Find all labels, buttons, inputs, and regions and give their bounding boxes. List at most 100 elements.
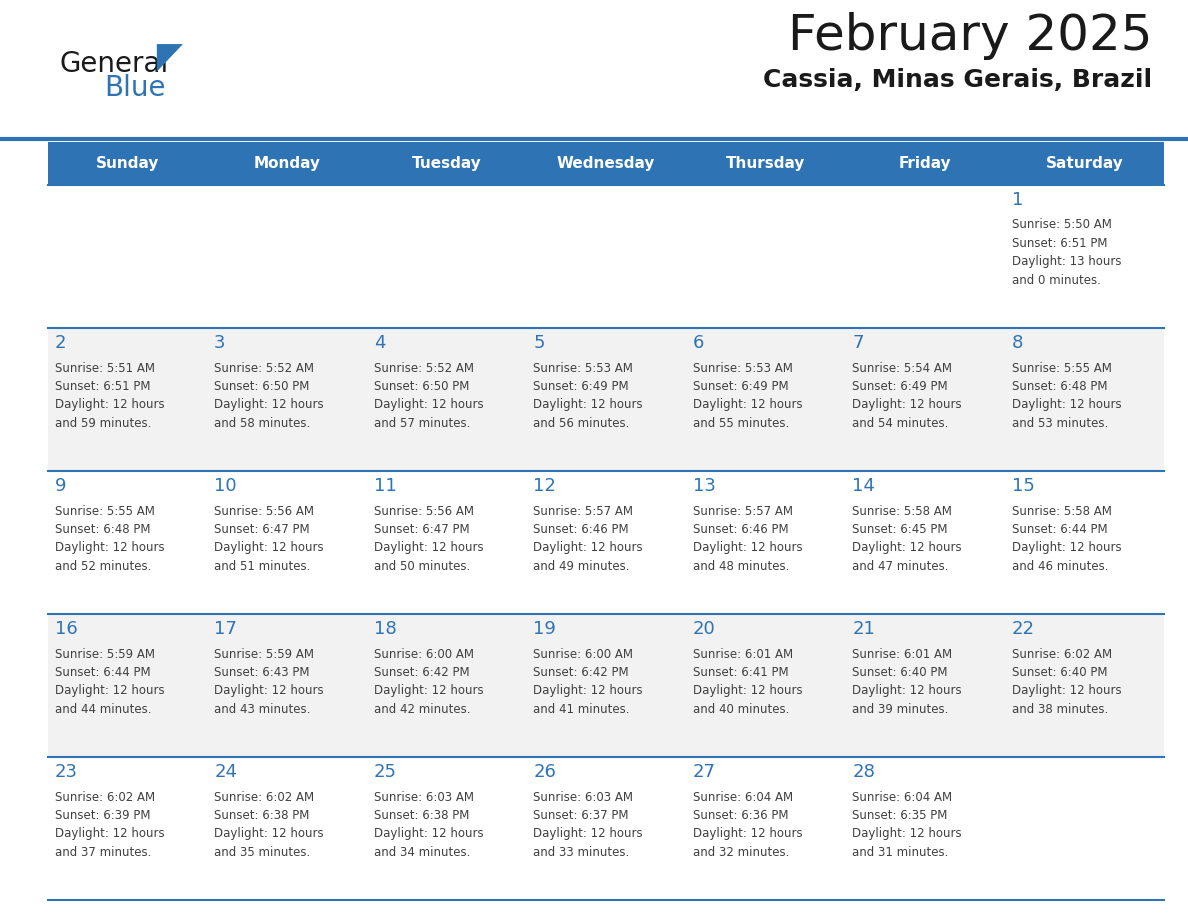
Text: and 38 minutes.: and 38 minutes. — [1012, 702, 1108, 716]
Text: Sunrise: 5:57 AM: Sunrise: 5:57 AM — [693, 505, 792, 518]
Text: Daylight: 12 hours: Daylight: 12 hours — [374, 827, 484, 840]
Text: and 41 minutes.: and 41 minutes. — [533, 702, 630, 716]
Text: and 53 minutes.: and 53 minutes. — [1012, 417, 1108, 430]
Text: 13: 13 — [693, 477, 715, 495]
Text: Sunrise: 5:53 AM: Sunrise: 5:53 AM — [533, 362, 633, 375]
Text: Daylight: 12 hours: Daylight: 12 hours — [852, 542, 962, 554]
Text: and 44 minutes.: and 44 minutes. — [55, 702, 151, 716]
Text: and 0 minutes.: and 0 minutes. — [1012, 274, 1101, 286]
Text: Sunset: 6:45 PM: Sunset: 6:45 PM — [852, 523, 948, 536]
Text: Daylight: 12 hours: Daylight: 12 hours — [214, 684, 324, 698]
Text: and 39 minutes.: and 39 minutes. — [852, 702, 949, 716]
Text: Daylight: 12 hours: Daylight: 12 hours — [693, 542, 802, 554]
Text: Daylight: 12 hours: Daylight: 12 hours — [533, 542, 643, 554]
Text: 5: 5 — [533, 334, 545, 352]
Text: Sunset: 6:42 PM: Sunset: 6:42 PM — [533, 666, 628, 679]
Text: 18: 18 — [374, 620, 397, 638]
Text: Sunset: 6:38 PM: Sunset: 6:38 PM — [214, 809, 310, 822]
Text: 22: 22 — [1012, 620, 1035, 638]
Text: Daylight: 12 hours: Daylight: 12 hours — [374, 398, 484, 411]
Text: Daylight: 12 hours: Daylight: 12 hours — [533, 684, 643, 698]
Text: Daylight: 12 hours: Daylight: 12 hours — [55, 684, 164, 698]
Text: Sunrise: 5:55 AM: Sunrise: 5:55 AM — [55, 505, 154, 518]
Text: and 32 minutes.: and 32 minutes. — [693, 845, 789, 858]
Text: Sunrise: 6:00 AM: Sunrise: 6:00 AM — [374, 647, 474, 661]
Text: Daylight: 12 hours: Daylight: 12 hours — [533, 398, 643, 411]
Text: 7: 7 — [852, 334, 864, 352]
Text: Blue: Blue — [105, 74, 166, 102]
Text: 19: 19 — [533, 620, 556, 638]
Text: Sunrise: 5:52 AM: Sunrise: 5:52 AM — [374, 362, 474, 375]
Text: Friday: Friday — [898, 156, 952, 171]
Text: 24: 24 — [214, 763, 238, 781]
Text: Sunrise: 5:59 AM: Sunrise: 5:59 AM — [55, 647, 154, 661]
Text: Sunset: 6:39 PM: Sunset: 6:39 PM — [55, 809, 150, 822]
Text: and 58 minutes.: and 58 minutes. — [214, 417, 310, 430]
Text: Daylight: 12 hours: Daylight: 12 hours — [693, 684, 802, 698]
Text: Daylight: 12 hours: Daylight: 12 hours — [374, 684, 484, 698]
Text: 26: 26 — [533, 763, 556, 781]
Text: 1: 1 — [1012, 191, 1023, 209]
Text: Wednesday: Wednesday — [557, 156, 655, 171]
Text: Daylight: 12 hours: Daylight: 12 hours — [693, 398, 802, 411]
Text: Sunrise: 5:56 AM: Sunrise: 5:56 AM — [214, 505, 314, 518]
Text: 4: 4 — [374, 334, 385, 352]
Text: Sunrise: 6:03 AM: Sunrise: 6:03 AM — [533, 790, 633, 803]
Text: and 47 minutes.: and 47 minutes. — [852, 560, 949, 573]
Text: Sunset: 6:35 PM: Sunset: 6:35 PM — [852, 809, 948, 822]
Text: Daylight: 12 hours: Daylight: 12 hours — [1012, 542, 1121, 554]
Text: and 52 minutes.: and 52 minutes. — [55, 560, 151, 573]
Text: 20: 20 — [693, 620, 715, 638]
Text: and 56 minutes.: and 56 minutes. — [533, 417, 630, 430]
Text: Daylight: 12 hours: Daylight: 12 hours — [214, 398, 324, 411]
Text: Daylight: 12 hours: Daylight: 12 hours — [55, 542, 164, 554]
Text: and 55 minutes.: and 55 minutes. — [693, 417, 789, 430]
Text: Daylight: 13 hours: Daylight: 13 hours — [1012, 255, 1121, 268]
Text: 25: 25 — [374, 763, 397, 781]
Text: and 54 minutes.: and 54 minutes. — [852, 417, 949, 430]
Text: Thursday: Thursday — [726, 156, 805, 171]
Text: Sunrise: 5:54 AM: Sunrise: 5:54 AM — [852, 362, 953, 375]
Text: Sunset: 6:43 PM: Sunset: 6:43 PM — [214, 666, 310, 679]
Text: 3: 3 — [214, 334, 226, 352]
Text: 6: 6 — [693, 334, 704, 352]
Text: Daylight: 12 hours: Daylight: 12 hours — [533, 827, 643, 840]
Text: Sunset: 6:40 PM: Sunset: 6:40 PM — [1012, 666, 1107, 679]
Text: and 34 minutes.: and 34 minutes. — [374, 845, 470, 858]
Text: Sunrise: 5:56 AM: Sunrise: 5:56 AM — [374, 505, 474, 518]
Text: Sunrise: 5:55 AM: Sunrise: 5:55 AM — [1012, 362, 1112, 375]
Text: Sunday: Sunday — [95, 156, 159, 171]
Text: 23: 23 — [55, 763, 77, 781]
Text: Sunrise: 6:04 AM: Sunrise: 6:04 AM — [852, 790, 953, 803]
Text: 2: 2 — [55, 334, 67, 352]
Text: February 2025: February 2025 — [788, 12, 1152, 60]
Text: Sunrise: 5:58 AM: Sunrise: 5:58 AM — [852, 505, 952, 518]
Text: Tuesday: Tuesday — [411, 156, 481, 171]
Text: Sunset: 6:36 PM: Sunset: 6:36 PM — [693, 809, 789, 822]
Text: Sunset: 6:49 PM: Sunset: 6:49 PM — [533, 380, 628, 393]
Text: Sunrise: 6:02 AM: Sunrise: 6:02 AM — [1012, 647, 1112, 661]
Text: 27: 27 — [693, 763, 716, 781]
Text: 12: 12 — [533, 477, 556, 495]
Text: Sunrise: 5:59 AM: Sunrise: 5:59 AM — [214, 647, 314, 661]
Text: 21: 21 — [852, 620, 876, 638]
Text: Daylight: 12 hours: Daylight: 12 hours — [1012, 398, 1121, 411]
Text: and 51 minutes.: and 51 minutes. — [214, 560, 310, 573]
Text: Sunset: 6:46 PM: Sunset: 6:46 PM — [533, 523, 628, 536]
Text: Sunset: 6:44 PM: Sunset: 6:44 PM — [1012, 523, 1107, 536]
Text: and 40 minutes.: and 40 minutes. — [693, 702, 789, 716]
Text: Cassia, Minas Gerais, Brazil: Cassia, Minas Gerais, Brazil — [763, 68, 1152, 92]
Text: Sunrise: 5:57 AM: Sunrise: 5:57 AM — [533, 505, 633, 518]
Text: Sunrise: 6:03 AM: Sunrise: 6:03 AM — [374, 790, 474, 803]
Text: 14: 14 — [852, 477, 876, 495]
Text: Daylight: 12 hours: Daylight: 12 hours — [214, 827, 324, 840]
Text: 9: 9 — [55, 477, 67, 495]
Text: and 42 minutes.: and 42 minutes. — [374, 702, 470, 716]
Text: Sunset: 6:51 PM: Sunset: 6:51 PM — [55, 380, 150, 393]
Text: Sunset: 6:51 PM: Sunset: 6:51 PM — [1012, 237, 1107, 250]
Text: Sunrise: 5:51 AM: Sunrise: 5:51 AM — [55, 362, 154, 375]
Text: Sunrise: 6:01 AM: Sunrise: 6:01 AM — [852, 647, 953, 661]
Text: Daylight: 12 hours: Daylight: 12 hours — [55, 398, 164, 411]
Text: 11: 11 — [374, 477, 397, 495]
Text: and 50 minutes.: and 50 minutes. — [374, 560, 470, 573]
